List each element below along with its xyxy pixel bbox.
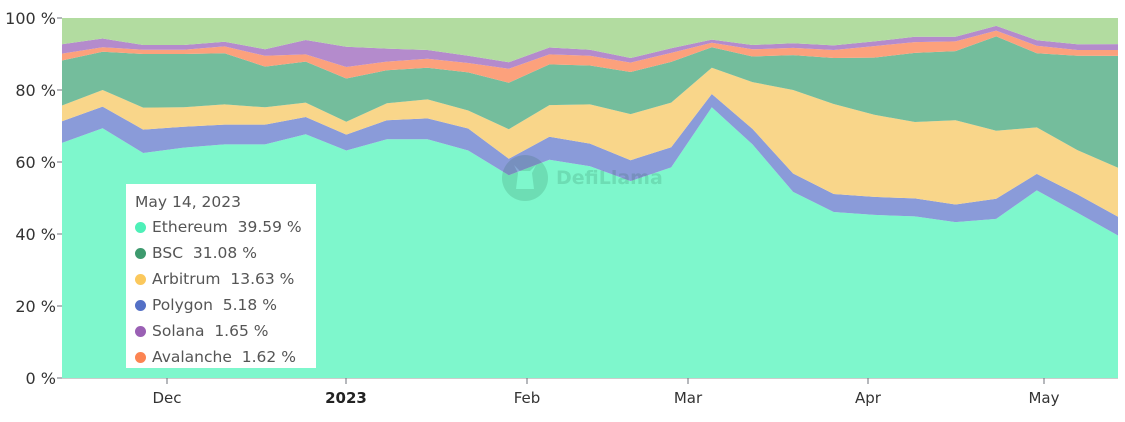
y-tick-label: 20 % — [15, 297, 56, 316]
tooltip-item-name: Avalanche — [152, 348, 232, 366]
y-tick-label: 60 % — [15, 153, 56, 172]
tooltip-item-solana: Solana 1.65 % — [135, 318, 308, 344]
tooltip-item-name: BSC — [152, 244, 184, 262]
y-axis: 0 % 20 % 40 % 60 % 80 % 100 % — [5, 9, 62, 388]
chart-tooltip: May 14, 2023 Ethereum 39.59 % BSC 31.08 … — [126, 184, 316, 368]
tooltip-item-name: Ethereum — [152, 218, 228, 236]
x-axis: Dec 2023 Feb Mar Apr May — [62, 378, 1118, 407]
tooltip-item-value: 1.65 % — [214, 322, 269, 340]
area-polygon[interactable] — [62, 94, 1118, 236]
tooltip-item-polygon: Polygon 5.18 % — [135, 292, 308, 318]
area-bsc[interactable] — [62, 36, 1118, 168]
legend-dot-icon — [135, 273, 146, 285]
y-tick-label: 100 % — [5, 9, 56, 28]
tooltip-date: May 14, 2023 — [135, 193, 241, 211]
x-tick-label: Apr — [855, 389, 882, 407]
tooltip-item-value: 31.08 % — [192, 244, 257, 262]
legend-dot-icon — [135, 221, 146, 233]
tooltip-item-value: 39.59 % — [237, 218, 302, 236]
x-tick-label: 2023 — [325, 389, 367, 407]
tooltip-item-name: Polygon — [152, 296, 213, 314]
tooltip-item-value: 1.62 % — [241, 348, 296, 366]
legend-dot-icon — [135, 351, 146, 363]
llama-logo-icon — [502, 155, 548, 201]
y-tick-label: 80 % — [15, 81, 56, 100]
area-avalanche[interactable] — [62, 30, 1118, 83]
defillama-watermark: DefiLlama — [500, 153, 663, 203]
tooltip-item-ethereum: Ethereum 39.59 % — [135, 214, 308, 240]
x-tick-label: Feb — [514, 389, 541, 407]
area-ethereum[interactable] — [62, 107, 1118, 379]
area-arbitrum[interactable] — [62, 67, 1118, 217]
y-tick-label: 40 % — [15, 225, 56, 244]
tooltip-item-avalanche: Avalanche 1.62 % — [135, 344, 308, 370]
legend-dot-icon — [135, 299, 146, 311]
legend-dot-icon — [135, 325, 146, 337]
area-solana[interactable] — [62, 25, 1118, 69]
tooltip-item-value: 13.63 % — [230, 270, 295, 288]
area-others[interactable] — [62, 18, 1118, 63]
x-tick-label: Mar — [674, 389, 703, 407]
tooltip-item-name: Arbitrum — [152, 270, 221, 288]
x-tick-label: Dec — [152, 389, 181, 407]
watermark-text: DefiLlama — [556, 167, 663, 189]
tooltip-item-name: Solana — [152, 322, 205, 340]
y-tick-label: 0 % — [26, 369, 56, 388]
legend-dot-icon — [135, 247, 146, 259]
x-tick-label: May — [1028, 389, 1059, 407]
tooltip-item-bsc: BSC 31.08 % — [135, 240, 308, 266]
tooltip-item-arbitrum: Arbitrum 13.63 % — [135, 266, 308, 292]
area-layers — [62, 18, 1118, 379]
tooltip-item-value: 5.18 % — [222, 296, 277, 314]
